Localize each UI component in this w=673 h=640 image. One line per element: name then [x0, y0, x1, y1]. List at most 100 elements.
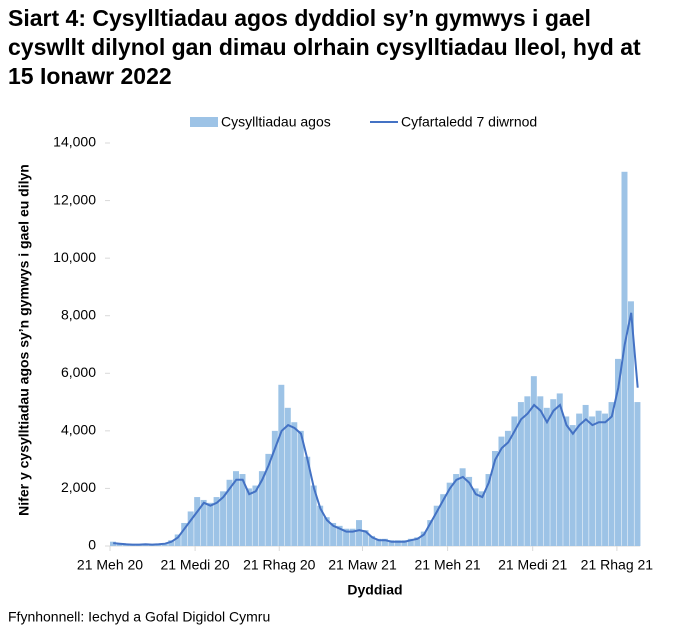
bar: [433, 505, 440, 546]
y-tick-label: 6,000: [61, 364, 96, 380]
bar: [291, 422, 298, 546]
bar: [479, 491, 486, 546]
bar: [498, 436, 505, 546]
bar: [407, 538, 414, 546]
bar: [220, 491, 227, 546]
y-tick-label: 2,000: [61, 479, 96, 495]
bar: [576, 413, 583, 546]
bar: [226, 479, 233, 546]
bar: [174, 534, 181, 546]
bar: [278, 384, 285, 546]
bar: [362, 530, 369, 546]
bar: [187, 511, 194, 546]
bar: [297, 430, 304, 546]
bar: [168, 540, 175, 546]
bar: [621, 171, 628, 547]
y-tick-label: 14,000: [53, 134, 96, 150]
bar: [556, 393, 563, 546]
bar: [517, 402, 524, 546]
bar: [530, 376, 537, 546]
bar: [381, 538, 388, 546]
bar: [466, 476, 473, 546]
bar: [394, 540, 401, 546]
bar: [245, 488, 252, 546]
bar: [310, 485, 317, 546]
bar: [627, 301, 634, 546]
bar: [265, 453, 272, 546]
bar: [213, 497, 220, 546]
bar: [343, 528, 350, 546]
bar: [440, 494, 447, 546]
bar: [258, 471, 265, 546]
bar: [388, 540, 395, 546]
bar: [284, 407, 291, 546]
bar: [233, 471, 239, 546]
x-tick-label: 21 Meh 21: [415, 557, 481, 573]
bar: [492, 451, 498, 546]
bar: [537, 396, 544, 546]
bar: [589, 416, 596, 546]
bar: [524, 396, 531, 546]
x-tick-label: 21 Medi 20: [160, 557, 229, 573]
bar: [504, 430, 511, 546]
bar: [472, 488, 479, 546]
x-tick-label: 21 Maw 21: [328, 557, 397, 573]
bar: [336, 525, 343, 546]
y-tick-label: 12,000: [53, 191, 96, 207]
bar: [485, 474, 492, 546]
bar: [368, 535, 375, 546]
line: [113, 312, 639, 546]
bar: [375, 538, 382, 546]
x-tick-label: 21 Rhag 21: [581, 557, 654, 573]
bar: [459, 468, 466, 546]
bar: [569, 425, 576, 546]
bar: [420, 531, 427, 546]
y-tick-label: 8,000: [61, 306, 96, 322]
x-axis-title: Dyddiad: [347, 582, 402, 598]
bar: [563, 416, 570, 546]
chart-title: Siart 4: Cysylltiadau agos dyddiol sy’n …: [8, 5, 641, 89]
y-tick-label: 4,000: [61, 422, 96, 438]
y-tick-label: 0: [88, 537, 96, 553]
bar: [543, 407, 550, 546]
bar: [330, 522, 337, 546]
bar: [304, 456, 311, 546]
bar: [239, 474, 246, 546]
bar: [271, 430, 278, 546]
bar: [595, 410, 602, 546]
x-tick-label: 21 Medi 21: [498, 557, 567, 573]
bar: [181, 522, 188, 546]
legend-label: Cyfartaledd 7 diwrnod: [401, 114, 537, 130]
bar: [349, 528, 356, 546]
legend-label: Cysylltiadau agos: [221, 114, 331, 130]
bar: [317, 505, 324, 546]
x-tick-label: 21 Meh 20: [77, 557, 143, 573]
bar: [110, 541, 116, 546]
bar: [634, 402, 641, 546]
bar: [207, 502, 214, 546]
bar: [323, 517, 330, 546]
bar: [252, 485, 259, 546]
legend-swatch: [190, 117, 218, 127]
bar: [582, 404, 589, 546]
bar: [200, 499, 207, 546]
bar: [615, 358, 622, 546]
y-tick-label: 10,000: [53, 249, 96, 265]
bar: [453, 474, 460, 546]
bar: [511, 416, 518, 546]
bar: [446, 482, 453, 546]
bar: [608, 402, 615, 546]
bar: [194, 497, 201, 546]
y-axis-title: Nifer y cysylltiadau agos sy’n gymwys i …: [16, 164, 32, 516]
bar: [414, 537, 421, 546]
bar: [427, 520, 434, 546]
x-tick-label: 21 Rhag 20: [243, 557, 316, 573]
source: Ffynhonnell: Iechyd a Gofal Digidol Cymr…: [8, 609, 270, 625]
bar: [550, 399, 557, 546]
bar: [401, 540, 408, 546]
bar: [602, 413, 609, 546]
bar: [356, 520, 363, 546]
